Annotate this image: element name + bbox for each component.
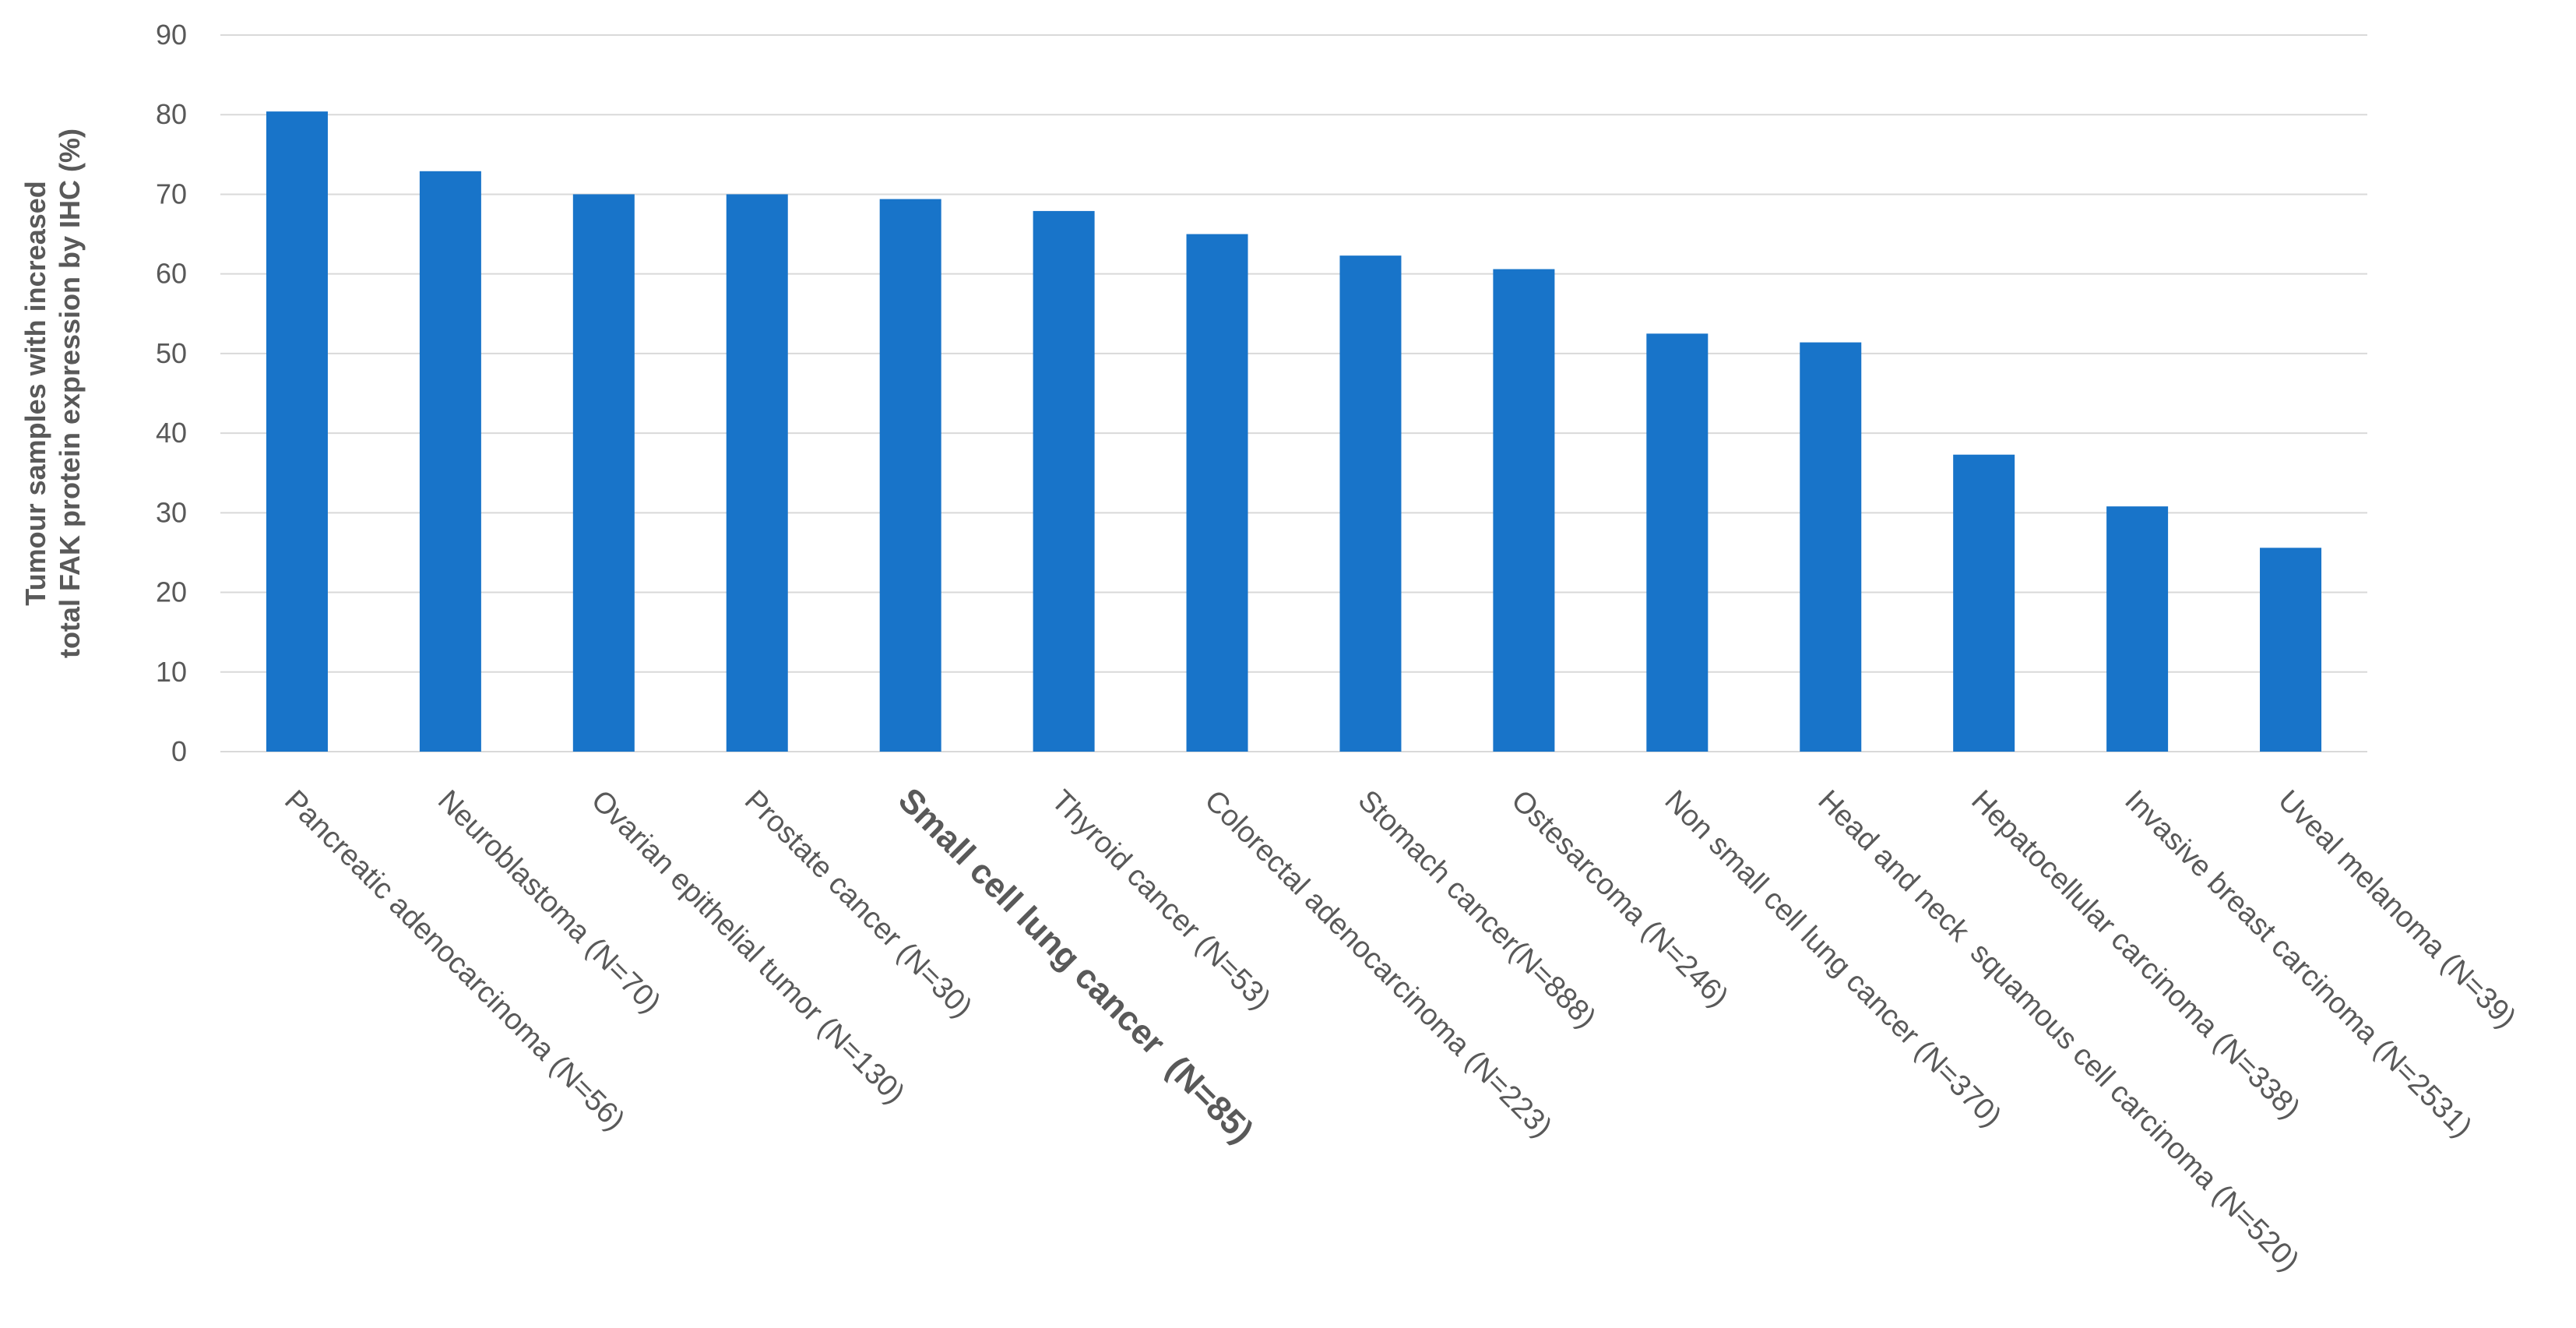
- bar: [2106, 506, 2169, 752]
- gridlines: [220, 34, 2367, 752]
- y-axis-title: Tumour samples with increasedtotal FAK p…: [19, 129, 86, 658]
- bar: [1646, 333, 1709, 752]
- bar: [1339, 255, 1402, 752]
- bar: [1186, 234, 1248, 752]
- y-tick-label: 40: [156, 417, 187, 449]
- category-label: Colorectal adenocarcinoma (N=223): [1198, 784, 1558, 1144]
- y-tick-label: 80: [156, 98, 187, 130]
- y-axis-label: Tumour samples with increasedtotal FAK p…: [19, 129, 86, 658]
- bar: [1493, 269, 1555, 752]
- y-tick-label: 70: [156, 178, 187, 210]
- category-label: Ovarian epithelial tumor (N=130): [585, 784, 911, 1111]
- category-label: Non small cell lung cancer (N=370): [1658, 784, 2008, 1134]
- y-tick-label: 30: [156, 496, 187, 528]
- y-tick-label: 20: [156, 576, 187, 608]
- y-tick-label: 0: [171, 735, 187, 767]
- bar: [2260, 548, 2322, 752]
- bar: [419, 171, 481, 752]
- bar: [1033, 210, 1095, 752]
- y-tick-label: 60: [156, 258, 187, 290]
- category-label: Invasive breast carcinoma (N=2531): [2118, 784, 2478, 1144]
- category-label: Pancreatic adenocarcinoma (N=56): [278, 784, 631, 1137]
- bars: [266, 111, 2322, 752]
- y-tick-label: 90: [156, 19, 187, 51]
- y-axis-title-line: total FAK protein expression by IHC (%): [54, 129, 86, 658]
- y-tick-label: 10: [156, 656, 187, 688]
- bar: [879, 199, 941, 752]
- y-axis-title-line: Tumour samples with increased: [19, 181, 51, 605]
- category-label: Hepatocellular carcinoma (N=338): [1965, 784, 2306, 1125]
- y-tick-labels: 0 10 20 30 40 50 60 70 80 90: [156, 19, 187, 767]
- bar: [1800, 342, 1862, 752]
- bar: [726, 194, 788, 752]
- bar: [572, 194, 635, 752]
- category-labels: Pancreatic adenocarcinoma (N=56)Neurobla…: [278, 780, 2522, 1277]
- bar: [1953, 454, 2015, 752]
- bar: [266, 111, 328, 752]
- y-tick-label: 50: [156, 337, 187, 369]
